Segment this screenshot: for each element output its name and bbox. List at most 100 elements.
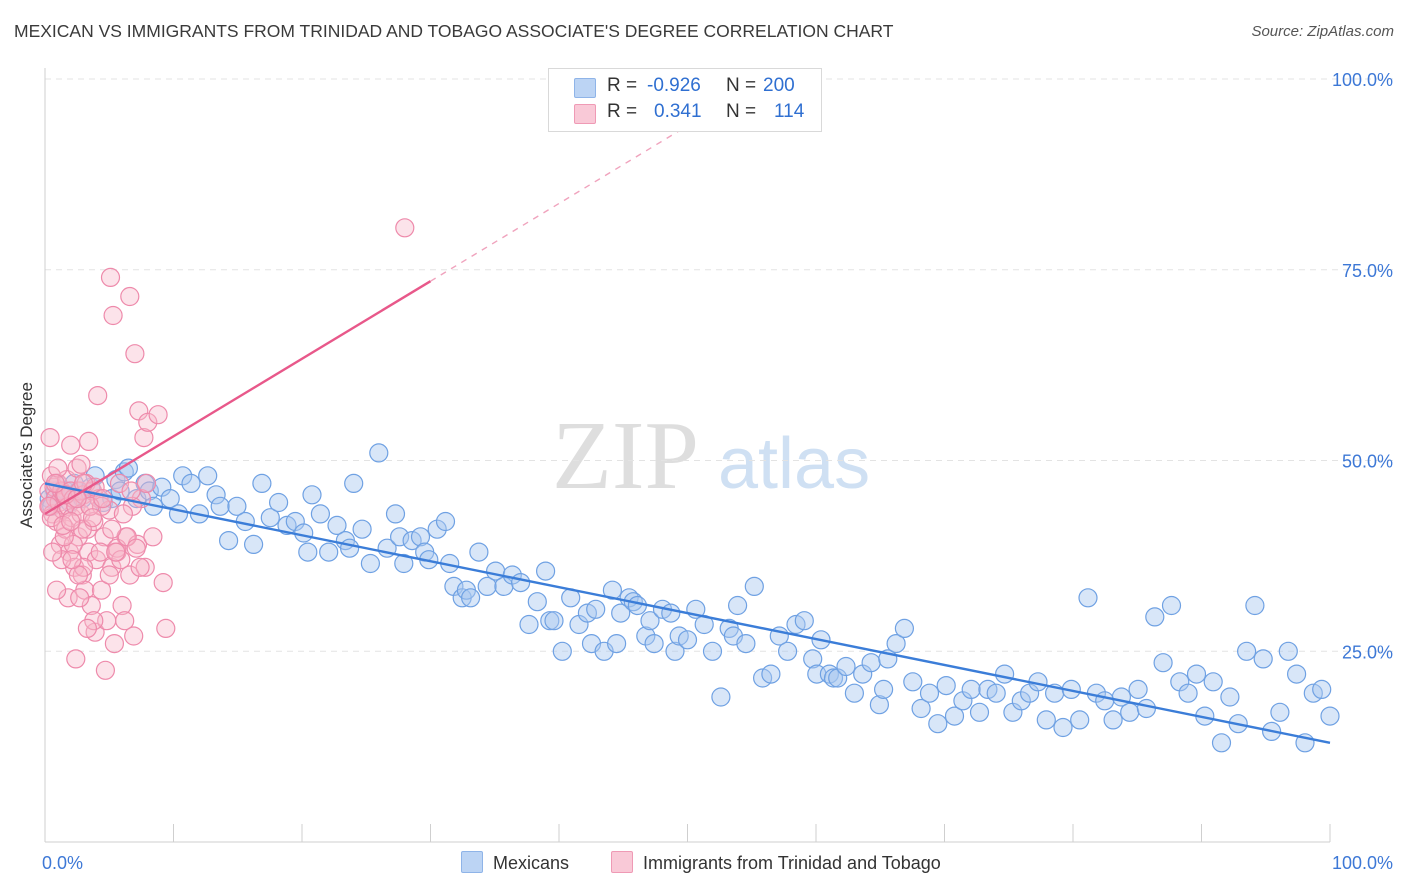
correlation-legend: R = -0.926 N = 200 R = 0.341 N = 114	[548, 68, 822, 132]
tt-point	[90, 542, 110, 562]
mexicans-point	[1153, 653, 1173, 673]
mexicans-point	[206, 485, 226, 505]
tt-point	[99, 565, 119, 585]
mexicans-point	[1220, 687, 1240, 707]
mexicans-point	[886, 633, 906, 654]
tt-point	[66, 649, 86, 669]
tt-point	[134, 428, 154, 448]
mexicans-point	[461, 588, 481, 608]
mexicans-point	[510, 572, 531, 593]
mexicans-point	[665, 641, 685, 661]
legend-r-label: R =	[607, 101, 638, 122]
tt-point	[91, 580, 112, 600]
tt-point	[153, 572, 173, 593]
tt-point	[112, 595, 132, 616]
mexicans-point	[994, 664, 1015, 684]
mexicans-point	[677, 630, 698, 650]
watermark-zip: ZIP	[552, 402, 699, 510]
tt-point	[82, 508, 103, 528]
mexicans-point	[269, 492, 289, 513]
tt-point	[79, 431, 99, 451]
tt-point	[148, 405, 168, 425]
mexicans-point	[1053, 717, 1073, 738]
tt-point	[100, 267, 121, 287]
tt-point	[115, 611, 135, 631]
tt-point	[130, 557, 150, 577]
legend-item-mexicans: Mexicans	[461, 851, 569, 874]
legend-row-tt: R = 0.341 N = 114	[549, 101, 821, 127]
mexicans-point	[1278, 641, 1298, 661]
mexicans-point	[1128, 679, 1148, 700]
legend-swatch-tt	[611, 851, 633, 873]
mexicans-point	[527, 592, 547, 612]
legend-item-tt: Immigrants from Trinidad and Tobago	[611, 851, 941, 874]
x-tick-label: 0.0%	[42, 853, 83, 873]
watermark-atlas: atlas	[718, 424, 870, 504]
mexicans-point	[427, 519, 447, 539]
mexicans-point	[369, 443, 389, 463]
y-tick-label: 100.0%	[1332, 70, 1393, 90]
tt-point	[88, 386, 108, 406]
mexicans-point	[1120, 702, 1140, 722]
tt-point	[135, 557, 155, 577]
mexicans-point	[477, 576, 497, 597]
legend-r-label: R =	[607, 75, 638, 96]
mexicans-point	[519, 614, 539, 635]
mexicans-point	[736, 633, 756, 654]
mexicans-point	[944, 706, 965, 726]
mexicans-point	[219, 530, 239, 551]
mexicans-point	[911, 698, 931, 719]
mexicans-point	[435, 511, 456, 532]
mexicans-point	[168, 504, 189, 524]
tt-point	[109, 473, 130, 493]
mexicans-point	[1186, 664, 1207, 684]
legend-label-tt: Immigrants from Trinidad and Tobago	[643, 853, 941, 873]
mexicans-point	[1320, 706, 1340, 726]
mexicans-point	[327, 515, 347, 536]
mexicans-point	[227, 496, 247, 516]
tt-point	[62, 550, 82, 570]
mexicans-point	[861, 653, 881, 673]
mexicans-point	[761, 664, 781, 684]
mexicans-point	[661, 603, 681, 623]
gridlines	[45, 78, 1393, 652]
mexicans-point	[394, 553, 414, 574]
mexicans-point	[606, 633, 627, 654]
tt-trend-line	[44, 280, 432, 515]
tt-point	[77, 618, 98, 639]
mexicans-point	[744, 576, 764, 597]
mexicans-point	[727, 595, 748, 616]
tt-point	[84, 611, 104, 631]
mexicans-point	[1103, 710, 1123, 730]
tt-points	[39, 218, 415, 680]
mexicans-point	[1178, 683, 1198, 703]
tt-point	[136, 473, 157, 493]
tt-point	[79, 542, 99, 562]
mexicans-point	[602, 580, 623, 600]
mexicans-point	[310, 504, 330, 524]
mexicans-point	[535, 561, 556, 581]
tt-point	[124, 626, 144, 646]
mexicans-point	[1095, 691, 1115, 711]
mexicans-point	[869, 695, 890, 715]
y-tick-label: 75.0%	[1342, 261, 1393, 281]
mexicans-point	[1286, 664, 1307, 684]
mexicans-point	[540, 611, 560, 631]
tt-point	[94, 527, 114, 547]
mexicans-point	[1270, 702, 1290, 722]
mexicans-point	[986, 683, 1006, 703]
legend-n-label: N =	[726, 75, 757, 96]
mexicans-point	[252, 473, 272, 493]
tt-point	[48, 458, 68, 478]
mexicans-point	[1211, 733, 1232, 753]
tt-point	[43, 542, 63, 562]
mexicans-point	[919, 683, 940, 703]
tt-point	[61, 435, 81, 455]
mexicans-point	[1236, 641, 1257, 661]
legend-r-value: -0.926	[647, 75, 701, 96]
tt-point	[81, 595, 101, 616]
tt-point	[126, 538, 146, 558]
mexicans-point	[390, 527, 410, 547]
mexicans-point	[961, 679, 981, 700]
y-tick-label: 50.0%	[1342, 452, 1393, 472]
